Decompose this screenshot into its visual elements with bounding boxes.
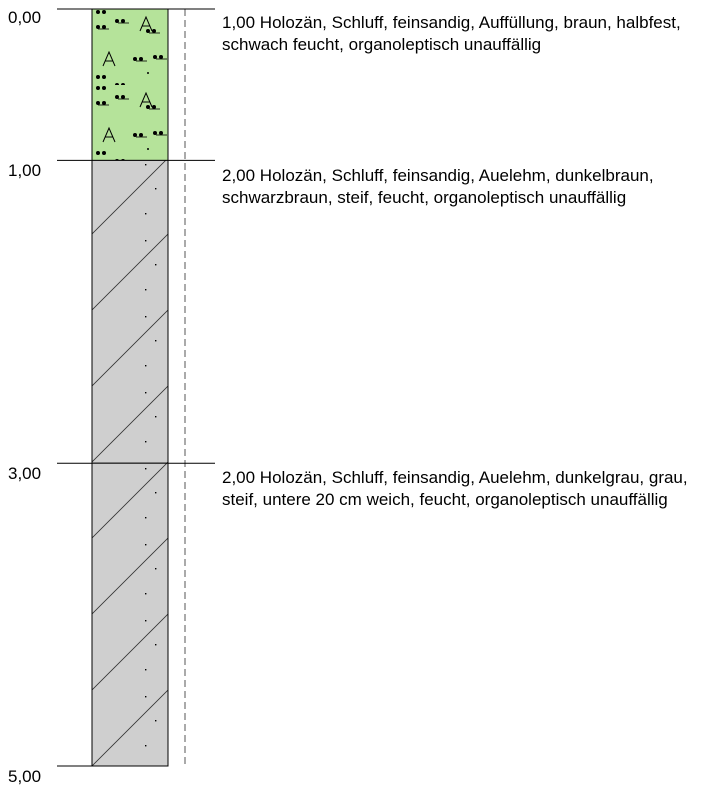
depth-label-3: 3,00 bbox=[8, 464, 42, 483]
depth-label-5: 5,00 bbox=[8, 767, 42, 786]
depth-label-0: 0,00 bbox=[8, 8, 42, 27]
layer-3-description: 2,00 Holozän, Schluff, feinsandig, Auele… bbox=[222, 468, 688, 509]
depth-label-1: 1,00 bbox=[8, 161, 42, 180]
layer-1-block bbox=[91, 8, 169, 161]
layers-group bbox=[91, 8, 169, 767]
layer-2-description: 2,00 Holozän, Schluff, feinsandig, Auele… bbox=[222, 166, 654, 207]
layer-2-block bbox=[91, 159, 169, 464]
layer-3-block bbox=[91, 462, 169, 767]
ticks-group bbox=[57, 8, 215, 767]
layer-1-description: 1,00 Holozän, Schluff, feinsandig, Auffü… bbox=[222, 13, 681, 54]
